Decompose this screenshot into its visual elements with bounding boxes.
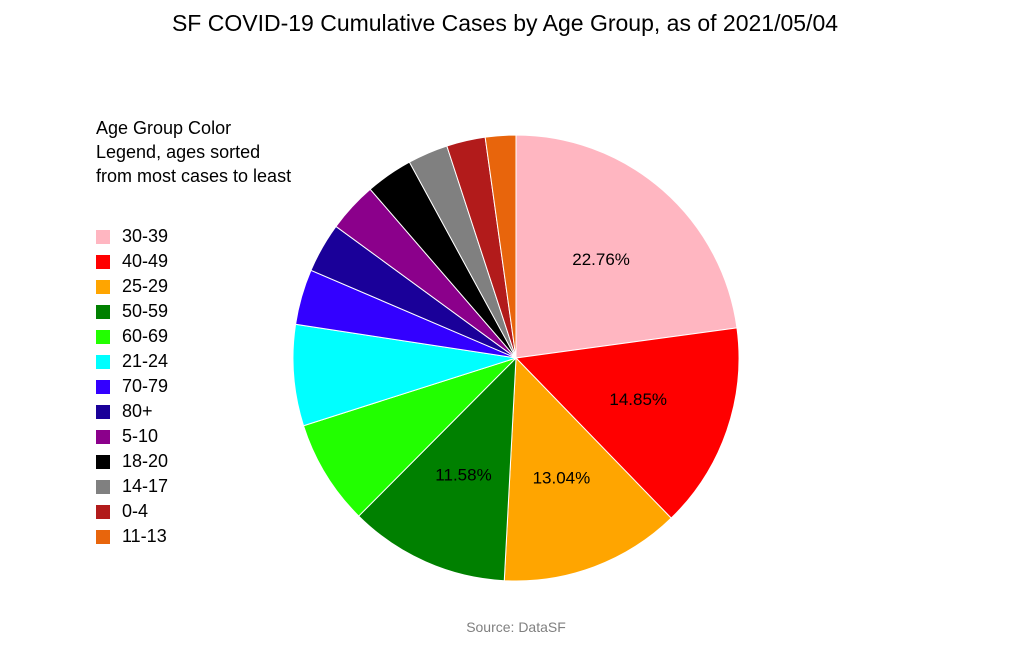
- slice-label-50-59: 11.58%: [435, 466, 491, 485]
- pie-slice-40-49: [514, 327, 740, 519]
- legend-item-60-69: 60-69: [96, 324, 296, 349]
- legend-item-30-39: 30-39: [96, 224, 296, 249]
- legend-label: 21-24: [122, 351, 169, 371]
- legend-item-11-13: 11-13: [96, 524, 296, 549]
- legend-label: 5-10: [122, 426, 159, 446]
- legend-label: 0-4: [122, 501, 149, 521]
- legend-label: 50-59: [122, 301, 169, 321]
- legend-title: Age Group Color Legend, ages sorted from…: [96, 118, 292, 186]
- legend-label: 70-79: [122, 376, 169, 396]
- legend-swatch: [96, 304, 110, 319]
- legend-item-50-59: 50-59: [96, 299, 296, 324]
- slice-label-25-29: 13.04%: [533, 469, 591, 488]
- pie-slice-50-59: [357, 356, 517, 582]
- legend-label: 11-13: [122, 526, 167, 546]
- legend-swatch: [96, 279, 110, 294]
- legend-label: 18-20: [122, 451, 169, 471]
- legend-item-70-79: 70-79: [96, 374, 296, 399]
- legend-swatch: [96, 379, 110, 394]
- legend-swatch: [96, 479, 110, 494]
- chart-title: SF COVID-19 Cumulative Cases by Age Grou…: [171, 10, 839, 36]
- legend-item-25-29: 25-29: [96, 274, 296, 299]
- legend-item-18-20: 18-20: [96, 449, 296, 474]
- legend: 30-39 40-49 25-29 50-59 60-69 21-24 70-79 80+ 5-…: [96, 224, 296, 549]
- legend-label: 30-39: [122, 226, 169, 246]
- legend-label: 14-17: [122, 476, 169, 496]
- pie-slice-30-39: [515, 134, 738, 359]
- legend-swatch: [96, 529, 110, 544]
- legend-swatch: [96, 454, 110, 469]
- source-note: Source: DataSF: [466, 619, 566, 635]
- slice-label-30-39: 22.76%: [572, 250, 630, 269]
- pie-slice-60-69: [302, 357, 517, 517]
- legend-swatch: [96, 329, 110, 344]
- pie-slice-11-13: [484, 134, 517, 359]
- legend-label: 80+: [122, 401, 153, 421]
- slice-label-40-49: 14.85%: [609, 390, 667, 409]
- legend-label: 40-49: [122, 251, 169, 271]
- legend-swatch: [96, 254, 110, 269]
- legend-swatch: [96, 354, 110, 369]
- legend-item-14-17: 14-17: [96, 474, 296, 499]
- legend-item-21-24: 21-24: [96, 349, 296, 374]
- legend-item-80+: 80+: [96, 399, 296, 424]
- legend-label: 25-29: [122, 276, 169, 296]
- legend-swatch: [96, 429, 110, 444]
- legend-swatch: [96, 229, 110, 244]
- legend-swatch: [96, 504, 110, 519]
- pie-slice-25-29: [503, 356, 672, 582]
- legend-swatch: [96, 404, 110, 419]
- legend-label: 60-69: [122, 326, 169, 346]
- legend-item-0-4: 0-4: [96, 499, 296, 524]
- legend-item-5-10: 5-10: [96, 424, 296, 449]
- legend-item-40-49: 40-49: [96, 249, 296, 274]
